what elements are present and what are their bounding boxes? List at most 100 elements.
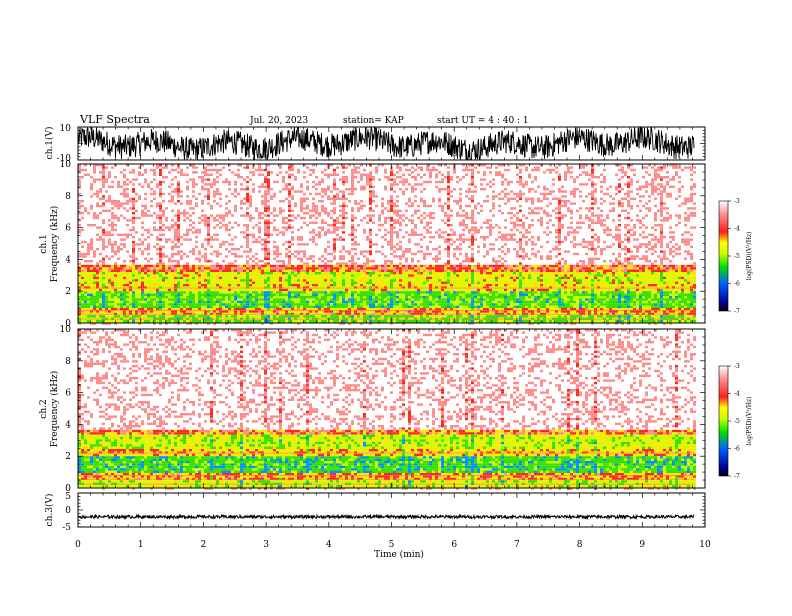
spectrogram-cell xyxy=(408,241,411,243)
spectrogram-cell xyxy=(258,291,261,293)
spectrogram-cell xyxy=(141,284,144,286)
spectrogram-cell xyxy=(159,188,162,190)
spectrogram-cell xyxy=(273,210,276,212)
spectrogram-cell xyxy=(447,193,450,195)
spectrogram-cell xyxy=(432,301,435,303)
spectrogram-cell xyxy=(252,260,255,262)
spectrogram-cell xyxy=(135,274,138,276)
spectrogram-cell xyxy=(108,195,111,197)
spectrogram-cell xyxy=(369,231,372,233)
spectrogram-cell xyxy=(348,303,351,305)
spectrogram-cell xyxy=(324,310,327,312)
spectrogram-cell xyxy=(318,284,321,286)
spectrogram-cell xyxy=(333,284,336,286)
spectrogram-cell xyxy=(339,222,342,224)
spectrogram-cell xyxy=(387,231,390,233)
spectrogram-cell xyxy=(402,306,405,308)
spectrogram-cell xyxy=(285,171,288,173)
spectrogram-cell xyxy=(129,286,132,288)
spectrogram-cell xyxy=(297,277,300,279)
spectrogram-cell xyxy=(396,205,399,207)
spectrogram-cell xyxy=(312,296,315,298)
spectrogram-cell xyxy=(402,320,405,322)
spectrogram-cell xyxy=(420,301,423,303)
spectrogram-cell xyxy=(417,310,420,312)
spectrogram-cell xyxy=(240,272,243,274)
spectrogram-cell xyxy=(126,236,129,238)
spectrogram-cell xyxy=(102,282,105,284)
spectrogram-cell xyxy=(369,265,372,267)
spectrogram-cell xyxy=(447,260,450,262)
spectrogram-cell xyxy=(258,310,261,312)
spectrogram-cell xyxy=(390,270,393,272)
spectrogram-cell xyxy=(240,284,243,286)
spectrogram-cell xyxy=(369,176,372,178)
spectrogram-cell xyxy=(378,282,381,284)
spectrogram-cell xyxy=(339,190,342,192)
spectrogram-cell xyxy=(159,262,162,264)
spectrogram-cell xyxy=(111,250,114,252)
spectrogram-cell xyxy=(303,303,306,305)
spectrogram-cell xyxy=(435,301,438,303)
spectrogram-cell xyxy=(399,246,402,248)
spectrogram-cell xyxy=(87,296,90,298)
spectrogram-cell xyxy=(81,298,84,300)
spectrogram-cell xyxy=(387,320,390,322)
spectrogram-cell xyxy=(204,219,207,221)
spectrogram-cell xyxy=(171,310,174,312)
spectrogram-cell xyxy=(228,306,231,308)
spectrogram-cell xyxy=(354,274,357,276)
spectrogram-cell xyxy=(390,205,393,207)
spectrogram-cell xyxy=(264,224,267,226)
spectrogram-cell xyxy=(87,294,90,296)
spectrogram-cell xyxy=(228,274,231,276)
spectrogram-cell xyxy=(411,289,414,291)
spectrogram-cell xyxy=(264,207,267,209)
spectrogram-cell xyxy=(324,267,327,269)
spectrogram-cell xyxy=(168,229,171,231)
spectrogram-cell xyxy=(132,169,135,171)
spectrogram-cell xyxy=(411,231,414,233)
spectrogram-cell xyxy=(84,255,87,257)
spectrogram-cell xyxy=(153,270,156,272)
spectrogram-cell xyxy=(123,176,126,178)
spectrogram-cell xyxy=(318,231,321,233)
spectrogram-cell xyxy=(423,306,426,308)
spectrogram-cell xyxy=(315,286,318,288)
spectrogram-cell xyxy=(132,282,135,284)
spectrogram-cell xyxy=(435,176,438,178)
spectrogram-cell xyxy=(366,222,369,224)
spectrogram-cell xyxy=(300,250,303,252)
spectrogram-cell xyxy=(405,298,408,300)
spectrogram-cell xyxy=(225,282,228,284)
spectrogram-cell xyxy=(294,176,297,178)
spectrogram-cell xyxy=(336,298,339,300)
spectrogram-cell xyxy=(153,265,156,267)
spectrogram-cell xyxy=(357,258,360,260)
spectrogram-cell xyxy=(234,296,237,298)
spectrogram-cell xyxy=(375,286,378,288)
spectrogram-cell xyxy=(165,296,168,298)
spectrogram-cell xyxy=(210,277,213,279)
spectrogram-cell xyxy=(384,219,387,221)
spectrogram-cell xyxy=(414,234,417,236)
spectrogram-cell xyxy=(351,248,354,250)
spectrogram-cell xyxy=(384,255,387,257)
spectrogram-cell xyxy=(132,260,135,262)
spectrogram-cell xyxy=(405,310,408,312)
spectrogram-cell xyxy=(402,178,405,180)
spectrogram-cell xyxy=(306,272,309,274)
spectrogram-cell xyxy=(96,272,99,274)
spectrogram-cell xyxy=(282,178,285,180)
spectrogram-cell xyxy=(444,277,447,279)
spectrogram-cell xyxy=(234,294,237,296)
spectrogram-cell xyxy=(189,279,192,281)
spectrogram-cell xyxy=(216,320,219,322)
spectrogram-cell xyxy=(351,186,354,188)
spectrogram-cell xyxy=(219,169,222,171)
spectrogram-cell xyxy=(213,238,216,240)
spectrogram-cell xyxy=(231,193,234,195)
spectrogram-cell xyxy=(312,270,315,272)
spectrogram-cell xyxy=(441,236,444,238)
spectrogram-cell xyxy=(399,248,402,250)
